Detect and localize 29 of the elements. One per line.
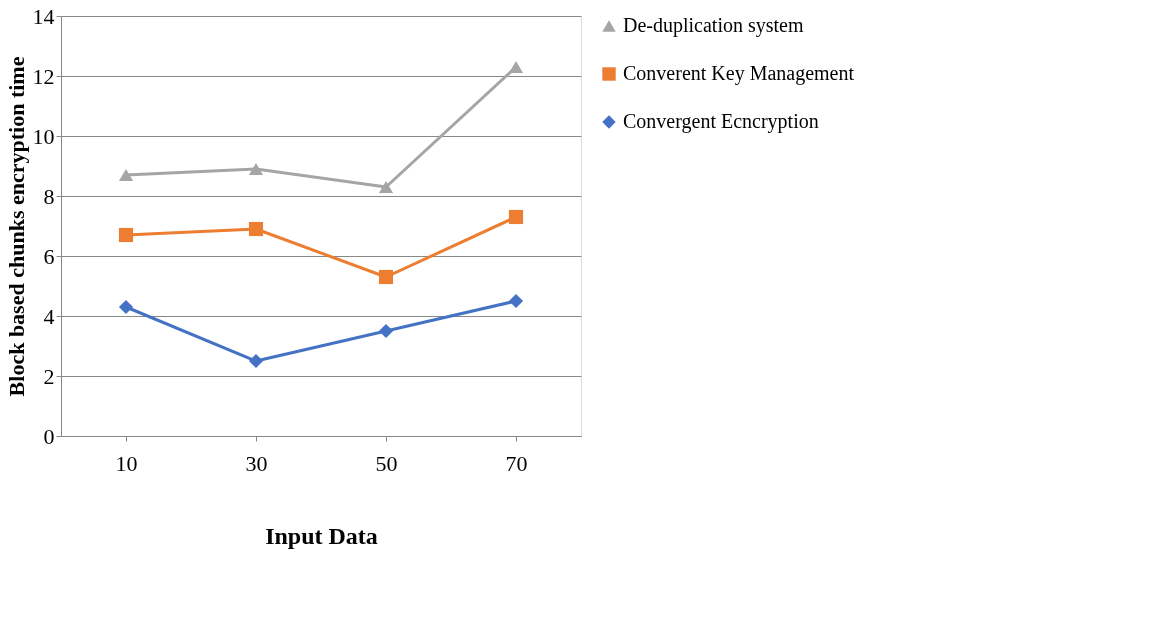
y-axis-title: Block based chunks encryption time — [3, 56, 29, 397]
point — [118, 168, 134, 182]
point — [118, 299, 134, 315]
y-tick-label: 6 — [43, 243, 55, 269]
y-tick-label: 10 — [32, 123, 55, 149]
y-tick-label: 4 — [43, 303, 55, 329]
point — [508, 60, 524, 74]
x-tick-label: 30 — [245, 450, 268, 476]
legend-label: Convergent Ecncryption — [623, 110, 819, 133]
y-tick-label: 0 — [43, 423, 55, 449]
point — [378, 180, 394, 194]
point — [248, 162, 264, 176]
point — [118, 227, 134, 243]
legend-label: De-duplication system — [623, 14, 804, 37]
y-tick-label: 12 — [32, 63, 55, 89]
x-tick-label: 70 — [505, 450, 528, 476]
point — [508, 209, 524, 225]
point — [248, 221, 264, 237]
legend-label: Converent Key Management — [623, 62, 855, 85]
point — [378, 323, 394, 339]
point — [508, 293, 524, 309]
x-tick-label: 10 — [115, 450, 138, 476]
point — [378, 269, 394, 285]
y-tick-label: 2 — [43, 363, 55, 389]
x-axis-title: Input Data — [265, 522, 378, 549]
y-tick-label: 14 — [32, 3, 55, 29]
x-tick-label: 50 — [375, 450, 398, 476]
point — [248, 353, 264, 369]
y-tick-label: 8 — [43, 183, 55, 209]
